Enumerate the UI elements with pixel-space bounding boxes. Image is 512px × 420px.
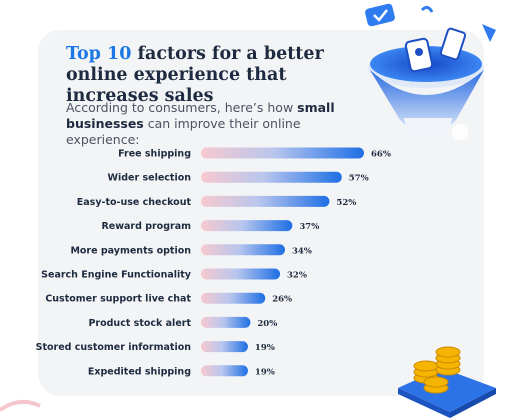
bar (201, 244, 285, 256)
page-title: Top 10 factors for a better online exper… (66, 44, 356, 107)
category-label: Easy-to-use checkout (77, 197, 192, 208)
value-label: 19% (255, 367, 275, 377)
value-label: 57% (349, 174, 369, 184)
title-accent: Top 10 (66, 44, 132, 64)
value-label: 19% (255, 343, 275, 353)
category-label: Reward program (101, 221, 191, 232)
bar (201, 316, 251, 328)
category-label: Free shipping (118, 149, 191, 160)
title-rest: factors for a better online experience t… (66, 44, 324, 106)
value-label: 34% (292, 246, 312, 256)
infographic-card (38, 30, 484, 396)
value-label: 20% (257, 319, 277, 329)
subtitle-pre: According to consumers, here’s how (66, 100, 298, 115)
bar (201, 268, 281, 280)
value-label: 52% (336, 198, 356, 208)
bar (201, 171, 342, 183)
subtitle-post: can improve their online experience: (66, 116, 301, 147)
category-label: Expedited shipping (88, 366, 191, 377)
page-subtitle: According to consumers, here’s how small… (66, 100, 366, 148)
bar (201, 292, 266, 304)
category-label: Stored customer information (36, 342, 192, 353)
value-label: 32% (287, 271, 307, 281)
category-label: Product stock alert (88, 318, 191, 329)
funnel-icon (365, 3, 496, 143)
category-label: More payments option (70, 245, 191, 256)
bar (201, 220, 293, 232)
value-label: 66% (371, 150, 391, 160)
subtitle-bold: small businesses (66, 100, 335, 131)
category-label: Search Engine Functionality (41, 270, 192, 281)
category-label: Wider selection (108, 173, 192, 184)
value-label: 26% (272, 295, 292, 305)
category-label: Customer support live chat (45, 294, 191, 305)
chart-marks: Free shipping 66% Wider selection 57% Easy-t… (36, 147, 391, 377)
value-label: 37% (299, 222, 319, 232)
bar (201, 195, 330, 207)
coin-stack-icon (398, 346, 496, 418)
bar (201, 365, 248, 377)
bar (201, 341, 248, 353)
decorative-ribbon (0, 399, 41, 412)
bar (201, 147, 364, 159)
